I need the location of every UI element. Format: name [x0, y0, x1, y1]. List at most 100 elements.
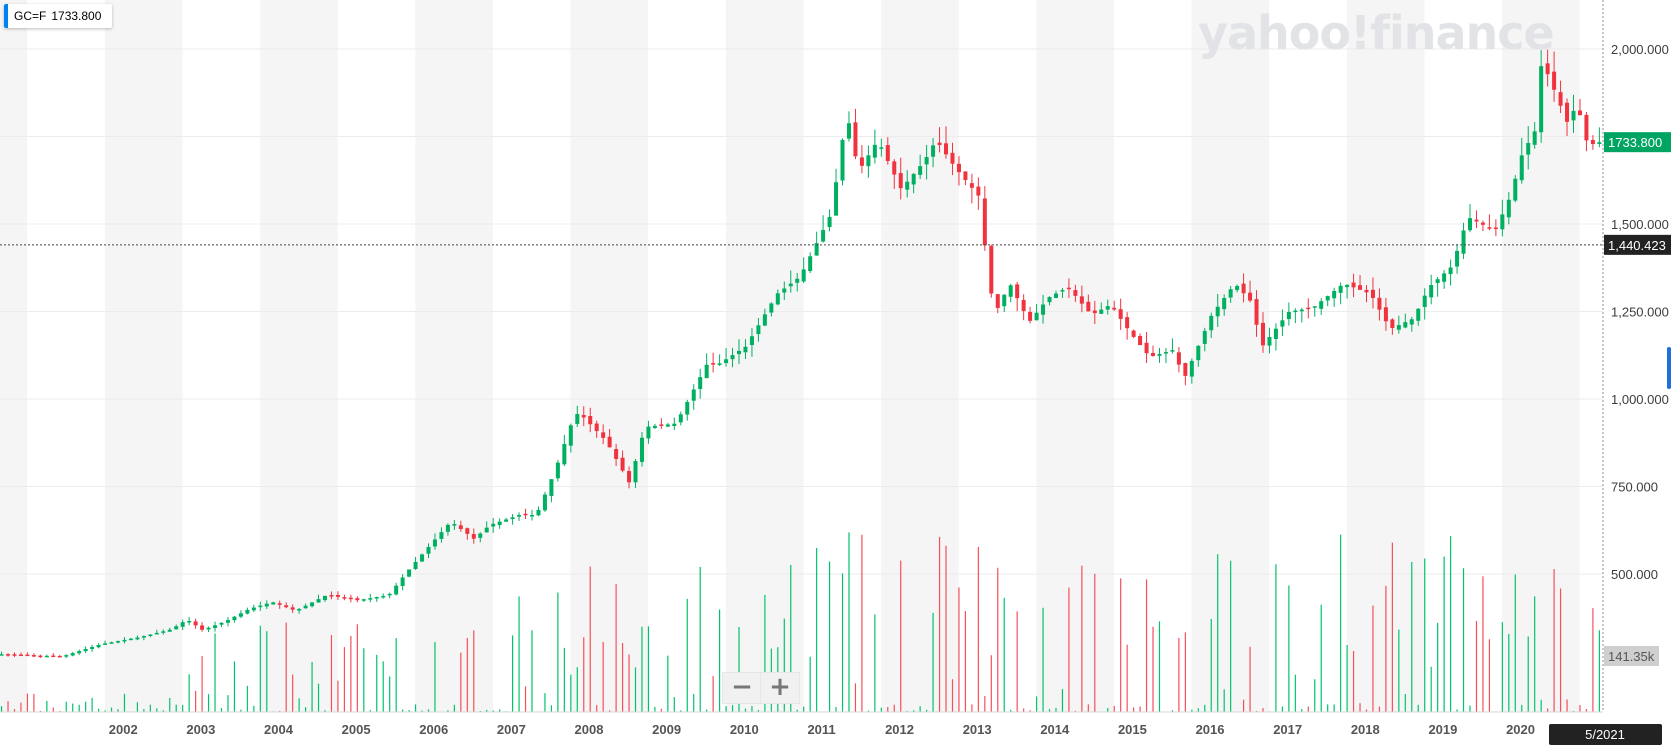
candle-body	[64, 655, 69, 657]
candle-body	[297, 608, 302, 611]
candle-body	[38, 655, 43, 658]
volume-label: 141.35k	[1608, 649, 1655, 664]
candle-body	[1086, 301, 1091, 312]
candle-body	[568, 425, 573, 446]
candle-body	[989, 245, 994, 294]
candle-body	[1474, 219, 1479, 222]
candle-body	[1053, 293, 1058, 298]
candle-body	[1358, 285, 1363, 290]
candle-body	[821, 230, 826, 242]
candle-body	[1345, 284, 1350, 288]
candle-body	[277, 603, 282, 605]
candle-body	[271, 602, 276, 605]
candle-body	[1403, 322, 1408, 328]
candle-body	[536, 509, 541, 516]
candle-body	[57, 655, 62, 658]
candle-body	[672, 423, 677, 427]
candle-body	[452, 524, 457, 526]
candle-body	[1526, 143, 1531, 155]
year-band	[570, 0, 649, 712]
candle-body	[1183, 363, 1188, 376]
ticker-badge[interactable]: GC=F 1733.800	[4, 4, 113, 28]
candle-body	[1312, 306, 1317, 308]
candle-body	[497, 521, 502, 526]
candle-body	[711, 363, 716, 365]
x-tick-label: 2017	[1273, 722, 1302, 737]
x-tick-label: 2010	[730, 722, 759, 737]
candle-body	[1105, 306, 1110, 310]
candle-body	[963, 171, 968, 180]
zoom-out-button[interactable]: −	[722, 672, 762, 704]
candle-body	[1131, 330, 1136, 337]
candle-body	[458, 525, 463, 529]
candle-body	[368, 598, 373, 600]
ticker-symbol: GC=F	[14, 9, 47, 23]
current-date-box	[1549, 724, 1662, 745]
candle-body	[44, 655, 49, 658]
x-tick-label: 2013	[963, 722, 992, 737]
candle-body	[743, 346, 748, 353]
candle-body	[775, 293, 780, 305]
candle-body	[1079, 296, 1084, 304]
y-tick-label: 750.000	[1611, 480, 1658, 495]
candle-body	[374, 597, 379, 599]
candle-body	[588, 415, 593, 425]
candle-body	[25, 654, 30, 657]
candle-body	[18, 654, 23, 657]
candle-body	[1267, 337, 1272, 346]
candle-body	[329, 595, 334, 597]
candle-body	[335, 594, 340, 597]
candle-body	[219, 622, 224, 625]
candle-body	[931, 145, 936, 157]
scroll-handle[interactable]	[1667, 347, 1671, 389]
candle-body	[180, 622, 185, 627]
candle-body	[1189, 360, 1194, 377]
candle-body	[1332, 290, 1337, 299]
candle-body	[1028, 311, 1033, 321]
candle-body	[1157, 354, 1162, 356]
candle-body	[1092, 310, 1097, 314]
candle-body	[620, 457, 625, 471]
candle-body	[1565, 102, 1570, 122]
candle-body	[1202, 330, 1207, 344]
candle-body	[866, 155, 871, 167]
x-tick-label: 2006	[419, 722, 448, 737]
candle-body	[627, 471, 632, 483]
candle-body	[898, 173, 903, 189]
candle-body	[1170, 350, 1175, 352]
candle-body	[665, 424, 670, 427]
candle-body	[90, 646, 95, 650]
candle-body	[911, 173, 916, 185]
candle-body	[1584, 114, 1589, 141]
candle-body	[322, 595, 328, 601]
candle-body	[1351, 282, 1356, 288]
candle-body	[103, 643, 108, 645]
candle-body	[1500, 214, 1505, 230]
x-tick-label: 2015	[1118, 722, 1147, 737]
candle-body	[400, 577, 405, 587]
candle-body	[1377, 297, 1382, 310]
year-band	[881, 0, 959, 712]
x-tick-label: 2014	[1040, 722, 1070, 737]
candle-body	[827, 216, 832, 228]
zoom-in-button[interactable]: +	[760, 672, 800, 704]
candle-body	[407, 569, 412, 577]
last-price-box	[1604, 132, 1671, 153]
candle-body	[1060, 290, 1065, 292]
candle-body	[1532, 131, 1537, 145]
candle-body	[1163, 352, 1168, 354]
candle-body	[562, 443, 567, 465]
candle-body	[465, 528, 470, 534]
candle-body	[167, 629, 172, 632]
yahoo-finance-logo: yahoo!finance	[1198, 6, 1555, 60]
candle-body	[788, 283, 793, 287]
candle-body	[1144, 342, 1149, 354]
candle-body	[264, 603, 269, 607]
candle-body	[1597, 142, 1602, 144]
candle-body	[1448, 267, 1453, 275]
candle-body	[808, 256, 813, 272]
candle-body	[1558, 92, 1563, 106]
candle-body	[31, 655, 36, 657]
candle-body	[355, 598, 360, 601]
